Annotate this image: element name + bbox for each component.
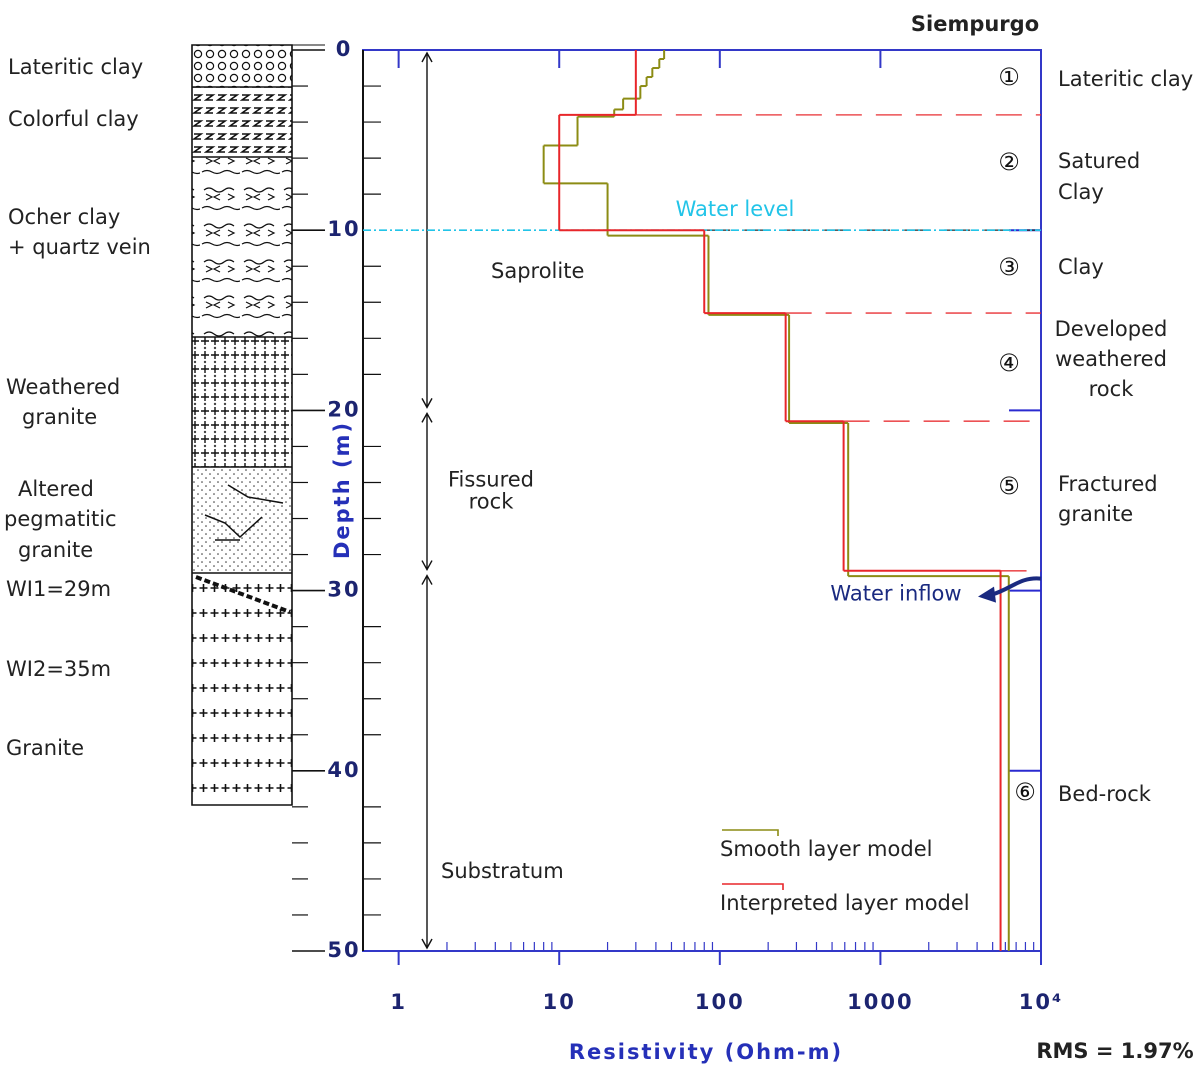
litho-ocher	[192, 157, 292, 337]
y-tick-label: 30	[327, 578, 360, 602]
lithology-label: granite	[22, 405, 97, 429]
litho-lateritic	[192, 45, 292, 87]
zone-arrowhead	[421, 51, 433, 409]
lithology-label: Altered	[18, 477, 94, 501]
water-inflow-label: Water inflow	[830, 582, 961, 606]
zone-label: Fissured	[448, 467, 534, 491]
lithology-label: WI2=35m	[6, 657, 111, 681]
y-tick-label: 50	[327, 938, 360, 962]
lithology-label: Weathered	[6, 375, 120, 399]
lithology-label: WI1=29m	[6, 577, 111, 601]
lithology-label: + quartz vein	[8, 235, 151, 259]
y-axis-label: Depth (m)	[330, 421, 354, 559]
plot-frame	[362, 49, 1042, 952]
layer-label: Clay	[1058, 255, 1104, 279]
legend-label: Smooth layer model	[720, 837, 932, 861]
layer-label: Satured	[1058, 149, 1140, 173]
x-tick-label: 100	[695, 990, 745, 1014]
layer-label: granite	[1058, 502, 1133, 526]
x-tick-label: 1	[390, 990, 407, 1014]
litho-frame	[191, 44, 293, 806]
layer-label: Lateritic clay	[1058, 67, 1193, 91]
x-tick-label: 10	[543, 990, 576, 1014]
water-level-label: Water level	[676, 197, 795, 221]
litho-granite	[192, 573, 292, 805]
litho-altered	[192, 467, 292, 573]
lithology-label: pegmatitic	[4, 507, 117, 531]
litho-fracture	[195, 575, 291, 614]
legend-swatch	[722, 883, 784, 890]
lithology-column	[191, 44, 325, 806]
layer-number: ②	[998, 148, 1020, 176]
zone-label: Substratum	[441, 859, 564, 883]
lithology-label: Lateritic clay	[8, 55, 143, 79]
layer-label: Fractured	[1058, 472, 1158, 496]
water-inflow-arrow	[991, 576, 1042, 597]
x-tick-label: 1000	[847, 990, 913, 1014]
layer-number: ⑤	[998, 472, 1020, 500]
litho-weathered	[192, 337, 292, 467]
lithology-label: Ocher clay	[8, 205, 120, 229]
x-axis-label: Resistivity (Ohm-m)	[569, 1040, 843, 1064]
lithology-label: Granite	[6, 736, 84, 760]
zone-arrowhead	[421, 574, 433, 950]
rms-label: RMS = 1.97%	[1036, 1039, 1193, 1063]
layer-label: Bed-rock	[1058, 782, 1152, 806]
legend-swatch	[722, 829, 779, 836]
lithology-label: Colorful clay	[8, 107, 139, 131]
x-tick-label: 10⁴	[1019, 990, 1063, 1014]
layer-label: Clay	[1058, 180, 1104, 204]
y-tick-label: 0	[336, 37, 353, 61]
layer-number: ④	[998, 349, 1020, 377]
y-tick-label: 20	[327, 397, 360, 421]
layer-label: weathered	[1055, 347, 1167, 371]
water-inflow-head	[978, 586, 996, 603]
lithology-label: granite	[18, 538, 93, 562]
litho-colorful	[192, 87, 292, 157]
zone-label: rock	[469, 489, 515, 513]
zone-arrowhead	[421, 411, 433, 572]
layer-number: ⑥	[1014, 778, 1036, 806]
layer-number: ①	[998, 63, 1020, 91]
litho-veins	[204, 484, 284, 541]
layer-label: rock	[1089, 377, 1135, 401]
layer-label: Developed	[1055, 317, 1168, 341]
zone-label: Saprolite	[491, 259, 584, 283]
y-tick-label: 10	[327, 217, 360, 241]
legend-label: Interpreted layer model	[720, 891, 970, 915]
layer-number: ③	[998, 253, 1020, 281]
y-tick-label: 40	[327, 758, 360, 782]
chart-title: Siempurgo	[911, 12, 1039, 36]
